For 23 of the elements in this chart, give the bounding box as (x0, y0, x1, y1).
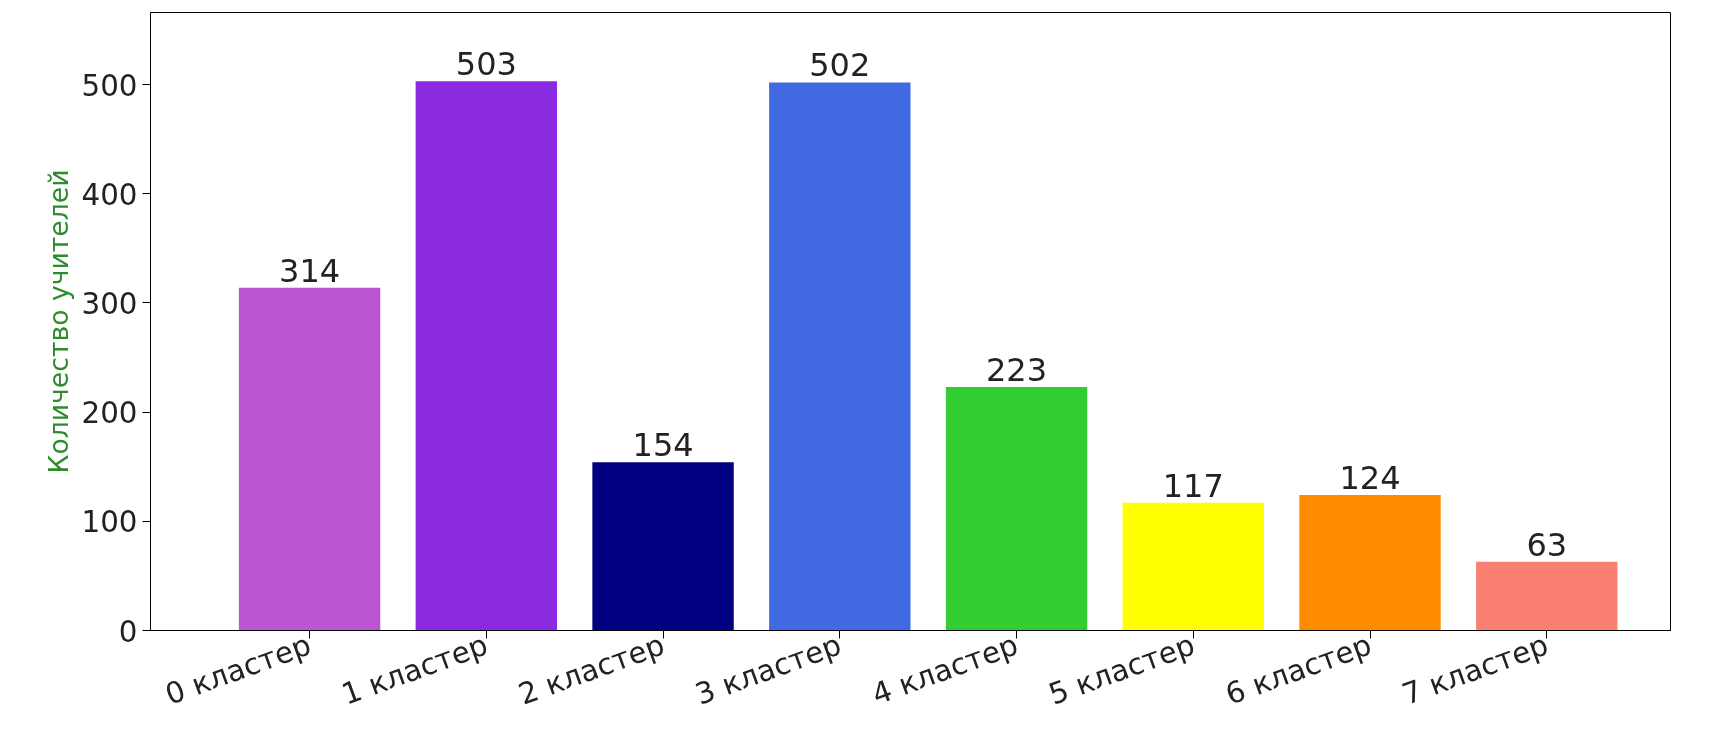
bar (1122, 502, 1264, 631)
data-label: 63 (1526, 525, 1568, 564)
data-label: 502 (809, 46, 871, 85)
y-tick-label: 100 (81, 505, 138, 540)
data-label: 503 (455, 45, 517, 84)
y-tick-label: 200 (81, 396, 138, 431)
bar (415, 81, 558, 631)
data-label: 124 (1339, 459, 1401, 498)
y-tick-label: 500 (81, 68, 138, 103)
bar (1299, 495, 1441, 631)
bar (945, 387, 1088, 631)
bar (238, 287, 381, 631)
y-tick-label: 300 (81, 286, 138, 321)
data-label: 314 (279, 251, 341, 290)
y-tick-label: 400 (81, 177, 138, 212)
bar (1476, 561, 1618, 631)
bar (769, 82, 911, 631)
y-axis-title: Количество учителей (42, 169, 74, 474)
data-label: 154 (632, 426, 694, 465)
y-tick-label: 0 (118, 614, 138, 649)
data-label: 223 (986, 351, 1048, 390)
bar (592, 462, 734, 631)
data-label: 117 (1162, 466, 1224, 505)
